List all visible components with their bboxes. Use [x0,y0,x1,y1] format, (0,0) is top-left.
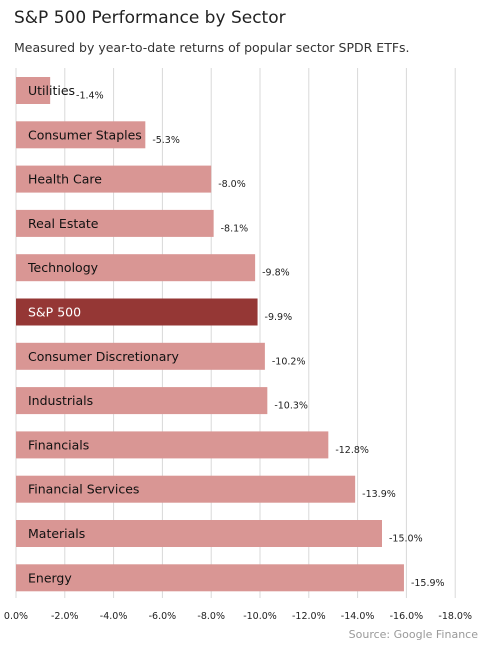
bar-value-label: -10.3% [274,401,308,412]
x-tick-label: -10.0% [243,611,277,622]
bar-value-label: -8.1% [221,223,249,234]
bar-value-label: -1.4% [76,91,104,102]
bar-category-label: Technology [27,260,99,275]
bar [16,77,51,104]
bar-value-label: -8.0% [218,179,246,190]
bar [16,342,265,370]
x-tick-label: -14.0% [341,611,375,622]
bar [16,209,214,237]
bar-value-label: -9.9% [265,312,293,323]
chart-title: S&P 500 Performance by Sector [14,8,286,28]
x-tick-label: -12.0% [292,611,326,622]
bar [16,165,212,193]
bar [16,254,256,282]
bar-value-label: -12.8% [335,445,369,456]
bar-category-label: Energy [28,570,72,585]
x-tick-label: -16.0% [390,611,424,622]
bar [16,387,268,415]
bar-category-label: Industrials [28,393,93,408]
bar-value-label: -9.8% [262,268,290,279]
bar-value-label: -15.0% [389,534,423,545]
bar-value-label: -13.9% [362,489,396,500]
bar-category-label: S&P 500 [28,305,81,320]
bar [16,121,146,149]
x-tick-label: -4.0% [100,611,128,622]
bar [16,431,329,459]
bar-category-label: Consumer Discretionary [28,349,179,364]
x-tick-label: -18.0% [438,611,472,622]
bar-category-label: Financials [28,437,89,452]
x-tick-label: -2.0% [51,611,79,622]
bar-category-label: Health Care [28,172,102,187]
bar-category-label: Financial Services [28,482,139,497]
bar-category-label: Materials [28,526,85,541]
chart-source: Source: Google Finance [348,628,478,641]
bar [16,298,258,326]
x-tick-label: -6.0% [149,611,177,622]
bar-value-label: -5.3% [152,135,180,146]
x-tick-label: 0.0% [4,611,28,622]
chart-subtitle: Measured by year-to-date returns of popu… [14,40,410,55]
x-tick-label: -8.0% [197,611,225,622]
bar-value-label: -10.2% [272,356,306,367]
bar-category-label: Utilities [28,83,75,98]
bar-category-label: Consumer Staples [28,127,142,142]
bar-value-label: -15.9% [411,578,445,589]
bar-category-label: Real Estate [28,216,99,231]
bar [16,520,382,547]
bar [16,475,356,503]
bar [16,564,404,592]
